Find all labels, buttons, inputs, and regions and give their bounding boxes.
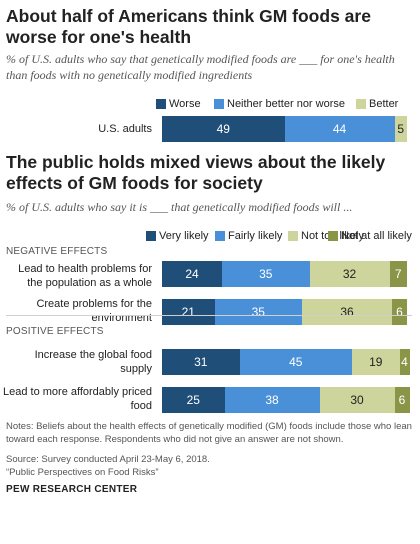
legend-swatch-very-likely [146, 231, 156, 241]
bar-segment-not-too-likely: 30 [319, 387, 395, 413]
chart2-bar-1: 21 35 36 6 [162, 299, 407, 325]
legend-swatch-fairly-likely [215, 231, 225, 241]
bar-value-label: 45 [289, 355, 303, 369]
legend-swatch-not-at-all-likely [328, 231, 338, 241]
bar-value-label: 4 [401, 355, 408, 369]
chart2-bar-2: 31 45 19 4 [162, 349, 410, 375]
bar-segment-fairly-likely: 35 [222, 261, 310, 287]
legend-label-better: Better [369, 98, 399, 110]
bar-segment-fairly-likely: 35 [214, 299, 302, 325]
bar-value-label: 49 [216, 122, 230, 136]
bar-segment-very-likely: 21 [162, 299, 215, 325]
bar-value-label: 31 [194, 355, 208, 369]
chart2-row-label-0: Lead to health problems for the populati… [18, 263, 152, 289]
bar-segment-neither-better-nor-worse: 44 [284, 116, 395, 142]
bar-segment-fairly-likely: 38 [224, 387, 320, 413]
chart2-bar-0: 24 35 32 7 [162, 261, 407, 287]
bar-value-label: 32 [342, 267, 357, 281]
chart1-legend-better: Better [356, 98, 398, 110]
chart1-subtitle: % of U.S. adults who say that geneticall… [6, 52, 395, 82]
bar-value-label: 35 [259, 267, 273, 281]
legend-label-worse: Worse [169, 98, 201, 110]
bar-value-label: 24 [185, 267, 199, 281]
bar-value-label: 35 [251, 305, 265, 319]
bar-segment-very-likely: 24 [162, 261, 222, 287]
bar-segment-very-likely: 31 [162, 349, 240, 375]
chart1-row-label-us-adults: U.S. adults [98, 123, 152, 135]
pew-credit: PEW RESEARCH CENTER [6, 484, 138, 495]
chart2-row-label-2: Increase the global food supply [34, 349, 152, 375]
bar-segment-not-at-all-likely: 6 [392, 299, 407, 325]
chart2-legend-fairly-likely: Fairly likely [215, 230, 282, 242]
section-label-negative: NEGATIVE EFFECTS [6, 246, 108, 257]
chart2-row-label-1: Create problems for the environment [36, 298, 152, 324]
chart2-title: The public holds mixed views about the l… [6, 152, 386, 193]
chart1-title: About half of Americans think GM foods a… [6, 6, 371, 47]
chart2-subtitle: % of U.S. adults who say it is ___ that … [6, 200, 353, 214]
bar-value-label: 25 [186, 393, 200, 407]
bar-segment-very-likely: 25 [162, 387, 225, 413]
bar-segment-better: 5 [394, 116, 407, 142]
legend-label-fairly-likely: Fairly likely [228, 230, 283, 242]
bar-value-label: 6 [398, 393, 406, 407]
bar-value-label: 5 [397, 122, 405, 136]
legend-swatch-not-too-likely [288, 231, 298, 241]
legend-swatch-neither [214, 99, 224, 109]
bar-segment-not-too-likely: 32 [309, 261, 390, 287]
chart2-legend-not-at-all-likely: Not at all likely [328, 230, 412, 242]
bar-value-label: 21 [181, 305, 195, 319]
chart1-legend-worse: Worse [156, 98, 201, 110]
legend-label-very-likely: Very likely [159, 230, 209, 242]
bar-value-label: 36 [340, 305, 354, 319]
legend-swatch-better [356, 99, 366, 109]
bar-value-label: 44 [332, 122, 347, 136]
bar-segment-fairly-likely: 45 [239, 349, 352, 375]
chart2-row-label-3: Lead to more affordably priced food [3, 386, 152, 412]
bar-segment-not-too-likely: 36 [302, 299, 392, 325]
chart-source: Source: Survey conducted April 23-May 6,… [6, 454, 210, 465]
bar-value-label: 7 [394, 267, 402, 281]
section-label-positive: POSITIVE EFFECTS [6, 326, 104, 337]
chart2-legend-very-likely: Very likely [146, 230, 209, 242]
chart-report-title: “Public Perspectives on Food Risks” [6, 467, 159, 478]
chart-notes: Notes: Beliefs about the health effects … [6, 421, 412, 445]
bar-value-label: 30 [350, 393, 364, 407]
legend-swatch-worse [156, 99, 166, 109]
legend-label-neither: Neither better nor worse [227, 98, 345, 110]
chart2-bar-3: 25 38 30 6 [162, 387, 410, 413]
bar-segment-not-at-all-likely: 4 [399, 349, 410, 375]
bar-segment-not-too-likely: 19 [352, 349, 400, 375]
bar-segment-not-at-all-likely: 6 [394, 387, 410, 413]
section-divider [6, 315, 412, 316]
bar-segment-not-at-all-likely: 7 [389, 261, 407, 287]
legend-label-not-at-all-likely: Not at all likely [341, 230, 412, 242]
bar-value-label: 38 [265, 393, 279, 407]
bar-segment-worse: 49 [162, 116, 285, 142]
bar-value-label: 19 [369, 355, 383, 369]
chart1-bar-us-adults: 49 44 5 [162, 116, 407, 142]
bar-value-label: 6 [396, 305, 403, 319]
chart1-legend-neither: Neither better nor worse [214, 98, 345, 110]
